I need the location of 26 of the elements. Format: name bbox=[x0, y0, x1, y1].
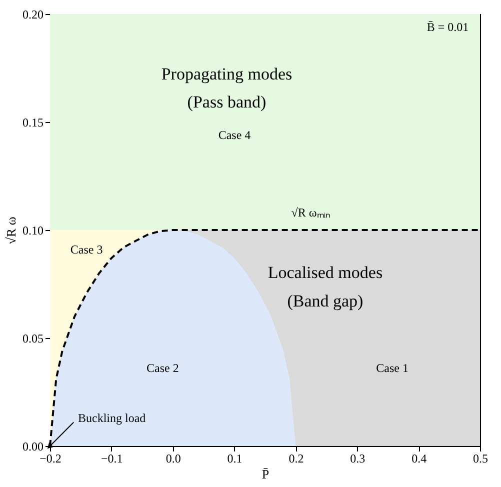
x-tick-label: −0.1 bbox=[101, 452, 123, 466]
annotation: Localised modes bbox=[268, 263, 383, 282]
x-axis-title: P̄ bbox=[262, 466, 270, 482]
x-tick-label: −0.2 bbox=[40, 452, 62, 466]
y-tick-label: 0.20 bbox=[22, 8, 44, 22]
x-tick-label: 0.1 bbox=[227, 452, 242, 466]
x-tick-label: 0.2 bbox=[288, 452, 304, 466]
annotation: Case 2 bbox=[146, 361, 179, 376]
y-tick-label: 0.05 bbox=[22, 332, 44, 346]
y-tick-label: 0.10 bbox=[22, 224, 44, 238]
annotation: Case 3 bbox=[70, 242, 103, 256]
x-tick-label: 0.4 bbox=[412, 452, 427, 466]
y-axis-title: √R ω bbox=[4, 216, 18, 244]
y-tick-label: 0.15 bbox=[22, 116, 44, 130]
x-tick-label: 0.3 bbox=[350, 452, 366, 466]
annotation: (Pass band) bbox=[187, 92, 266, 112]
x-tick-label: 0.5 bbox=[473, 452, 488, 466]
y-tick-label: 0.00 bbox=[22, 440, 44, 454]
annotation: √R ωₘᵢₙ bbox=[291, 206, 331, 220]
annotation: Buckling load bbox=[78, 411, 146, 425]
annotation: (Band gap) bbox=[287, 291, 364, 310]
annotation: Propagating modes bbox=[161, 64, 292, 84]
x-tick-label: 0.0 bbox=[166, 452, 181, 466]
annotation: B̄ = 0.01 bbox=[426, 20, 469, 34]
annotation: Case 1 bbox=[376, 361, 408, 376]
annotation: Case 4 bbox=[218, 128, 251, 142]
